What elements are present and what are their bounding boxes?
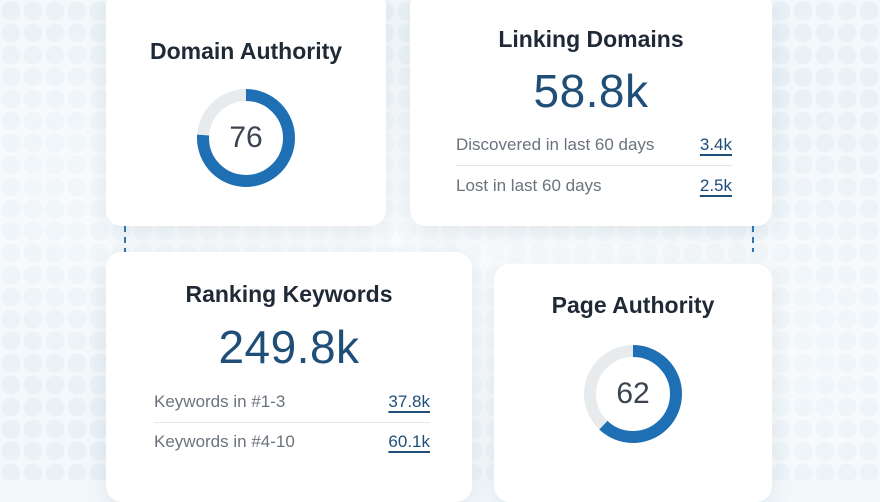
stat-label: Lost in last 60 days — [456, 176, 602, 195]
domain-authority-score: 76 — [229, 121, 263, 154]
page-authority-card: Page Authority 62 — [494, 264, 772, 502]
linking-domains-value: 58.8k — [533, 65, 649, 117]
linking-domains-title: Linking Domains — [498, 26, 684, 52]
page-authority-gauge: 62 — [581, 342, 685, 446]
ranking-keywords-card: Ranking Keywords 249.8k Keywords in #1-3… — [106, 252, 472, 502]
lost-link[interactable]: 2.5k — [699, 176, 732, 195]
stat-row-lost: Lost in last 60 days 2.5k — [456, 176, 732, 196]
connector-line-right — [752, 226, 754, 252]
row-divider — [154, 422, 430, 423]
domain-authority-title: Domain Authority — [149, 38, 343, 64]
connector-line-left — [124, 226, 126, 252]
page-authority-title: Page Authority — [551, 292, 715, 318]
stat-row-top4-10: Keywords in #4-10 60.1k — [154, 432, 430, 452]
donut-chart-icon — [197, 89, 295, 187]
ranking-keywords-value: 249.8k — [218, 321, 360, 373]
domain-authority-card: Domain Authority 76 — [106, 0, 386, 226]
page-authority-score: 62 — [616, 377, 650, 410]
top3-link[interactable]: 37.8k — [388, 392, 430, 411]
stat-label: Keywords in #1-3 — [154, 392, 286, 411]
stat-row-discovered: Discovered in last 60 days 3.4k — [456, 135, 732, 155]
linking-domains-card: Linking Domains 58.8k Discovered in last… — [410, 0, 772, 226]
domain-authority-gauge: 76 — [194, 86, 298, 190]
top4-10-link[interactable]: 60.1k — [388, 432, 430, 451]
donut-chart-icon — [584, 345, 682, 443]
discovered-link[interactable]: 3.4k — [699, 135, 732, 154]
stat-label: Keywords in #4-10 — [154, 432, 295, 451]
stat-row-top3: Keywords in #1-3 37.8k — [154, 392, 430, 412]
row-divider — [456, 165, 732, 166]
ranking-keywords-title: Ranking Keywords — [185, 281, 393, 307]
stat-label: Discovered in last 60 days — [456, 135, 655, 154]
